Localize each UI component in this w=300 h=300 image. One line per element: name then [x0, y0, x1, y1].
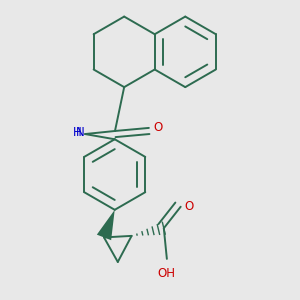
Text: N: N [76, 126, 85, 139]
Text: O: O [184, 200, 194, 213]
Text: H: H [73, 126, 81, 139]
Polygon shape [97, 210, 115, 240]
Text: OH: OH [158, 267, 176, 280]
Text: O: O [154, 122, 163, 134]
